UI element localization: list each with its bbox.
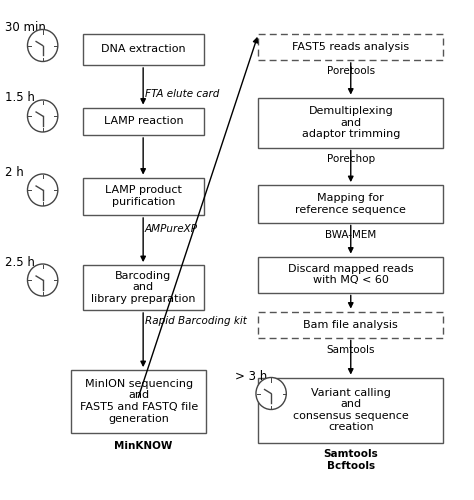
Text: Discard mapped reads
with MQ < 60: Discard mapped reads with MQ < 60 [288, 264, 414, 285]
Circle shape [27, 30, 58, 62]
FancyBboxPatch shape [258, 312, 443, 338]
Circle shape [27, 264, 58, 296]
Text: > 3 h: > 3 h [235, 370, 267, 382]
FancyBboxPatch shape [258, 185, 443, 222]
Text: Porechop: Porechop [327, 154, 375, 164]
Text: MinKNOW: MinKNOW [114, 441, 173, 451]
Text: 1.5 h: 1.5 h [5, 91, 35, 104]
Text: 30 min: 30 min [5, 21, 46, 34]
Text: Demultiplexing
and
adaptor trimming: Demultiplexing and adaptor trimming [301, 106, 400, 139]
Text: 2.5 h: 2.5 h [5, 256, 35, 269]
FancyBboxPatch shape [258, 256, 443, 292]
Text: Samtools
Bcftools: Samtools Bcftools [323, 449, 378, 471]
Circle shape [27, 100, 58, 132]
FancyBboxPatch shape [258, 34, 443, 60]
FancyBboxPatch shape [83, 178, 204, 215]
FancyBboxPatch shape [258, 378, 443, 442]
Circle shape [27, 174, 58, 206]
Text: DNA extraction: DNA extraction [101, 44, 186, 54]
Text: Barcoding
and
library preparation: Barcoding and library preparation [91, 271, 196, 304]
Text: MinION sequencing
and
FAST5 and FASTQ file
generation: MinION sequencing and FAST5 and FASTQ fi… [80, 379, 198, 424]
FancyBboxPatch shape [258, 98, 443, 148]
Text: Mapping for
reference sequence: Mapping for reference sequence [295, 193, 406, 214]
Text: Rapid Barcoding kit: Rapid Barcoding kit [145, 316, 246, 326]
Text: FAST5 reads analysis: FAST5 reads analysis [292, 42, 410, 52]
Text: Variant calling
and
consensus sequence
creation: Variant calling and consensus sequence c… [293, 388, 409, 432]
Text: Samtools: Samtools [327, 345, 375, 355]
Circle shape [256, 378, 286, 410]
Text: Bam file analysis: Bam file analysis [303, 320, 398, 330]
Text: Poretools: Poretools [327, 66, 375, 76]
Text: 2 h: 2 h [5, 166, 24, 179]
Text: BWA-MEM: BWA-MEM [325, 230, 376, 240]
Text: AMPureXP: AMPureXP [145, 224, 198, 234]
FancyBboxPatch shape [83, 265, 204, 310]
FancyBboxPatch shape [83, 34, 204, 65]
Text: LAMP product
purification: LAMP product purification [105, 186, 182, 207]
Text: FTA elute card: FTA elute card [145, 89, 219, 99]
Text: LAMP reaction: LAMP reaction [104, 116, 183, 126]
FancyBboxPatch shape [71, 370, 206, 432]
FancyBboxPatch shape [83, 108, 204, 135]
